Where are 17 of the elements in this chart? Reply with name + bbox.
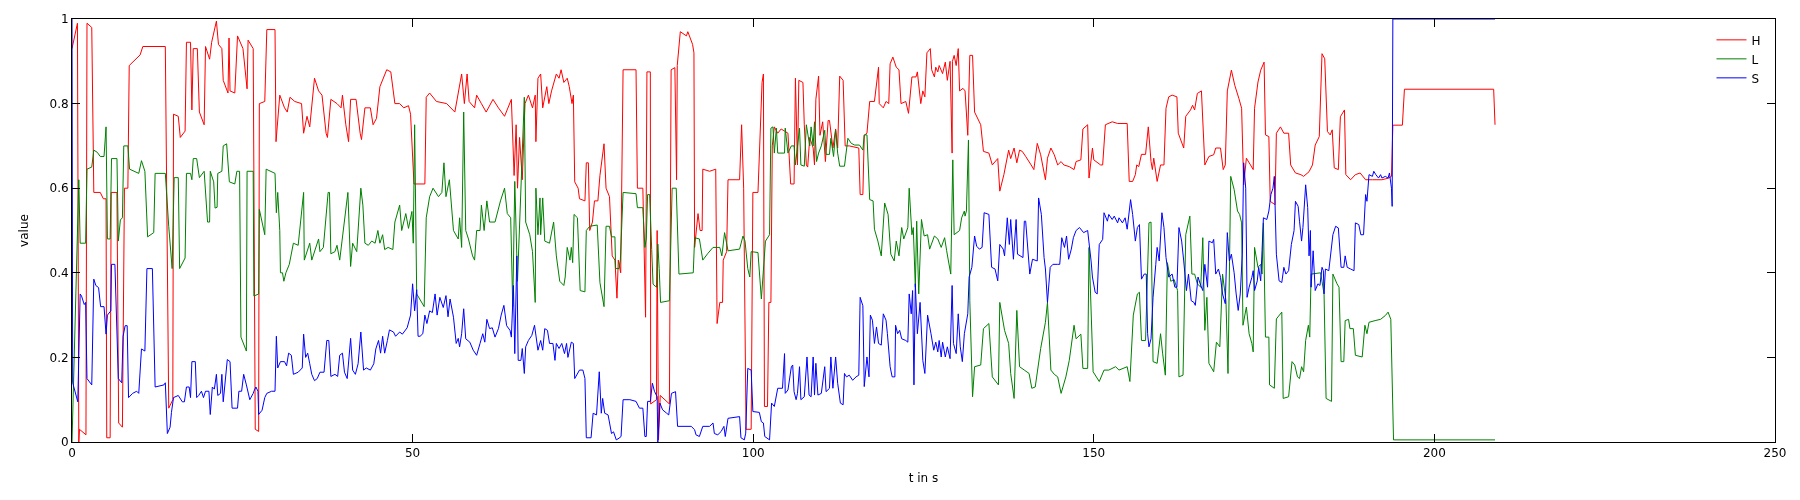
legend-label: L — [1751, 52, 1759, 67]
y-tick-label: 1 — [60, 12, 69, 27]
legend-label: H — [1751, 33, 1761, 48]
x-tick-label: 150 — [1082, 446, 1106, 461]
legend-label: S — [1751, 71, 1760, 86]
y-tick-label: 0.6 — [49, 181, 69, 196]
y-tick-label: 0.2 — [49, 350, 69, 365]
x-tick-label: 200 — [1422, 446, 1446, 461]
x-tick-label: 50 — [404, 446, 421, 461]
x-axis-title: t in s — [908, 471, 939, 486]
x-tick-label: 100 — [741, 446, 765, 461]
y-tick-label: 0.4 — [49, 266, 69, 280]
x-tick-label: 250 — [1763, 446, 1787, 461]
y-tick-label: 0 — [60, 435, 69, 450]
y-axis-title: value — [16, 214, 31, 247]
y-tick-label: 0.8 — [49, 96, 69, 111]
line-series — [72, 96, 1496, 442]
